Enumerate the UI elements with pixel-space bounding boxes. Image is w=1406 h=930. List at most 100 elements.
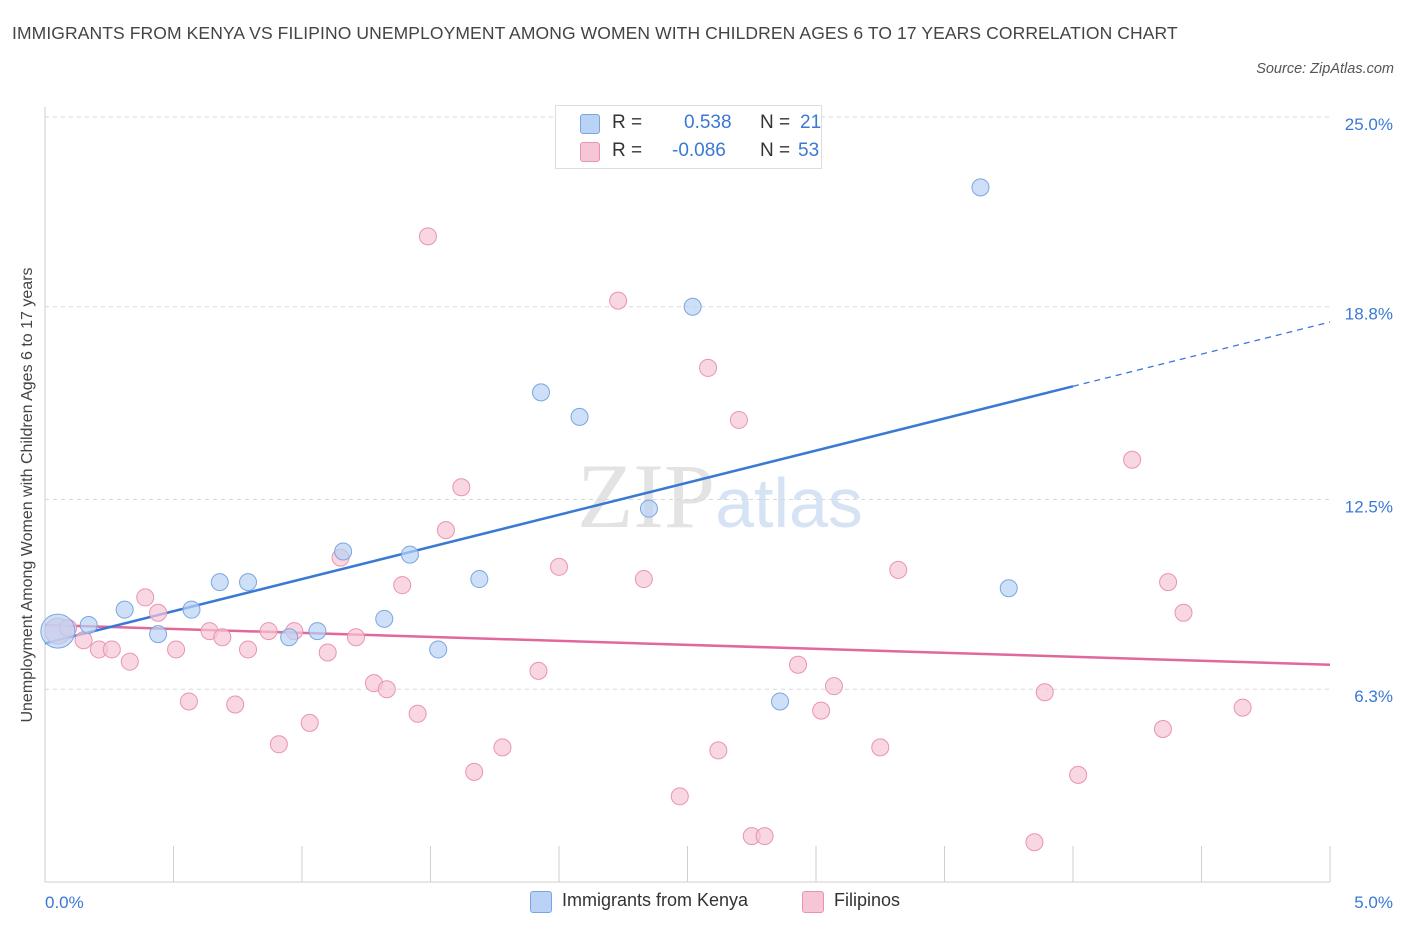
filipino-point: [452, 478, 471, 497]
n-label: N =: [760, 140, 791, 161]
kenya-point: [115, 600, 134, 619]
filipino-point: [226, 695, 245, 714]
filipino-point: [346, 628, 365, 647]
filipino-point: [755, 827, 774, 846]
kenya-point: [683, 297, 702, 316]
kenya-point: [971, 178, 990, 197]
kenya-point: [210, 573, 229, 592]
y-axis-label: Unemployment Among Women with Children A…: [19, 267, 36, 723]
chart-title: IMMIGRANTS FROM KENYA VS FILIPINO UNEMPL…: [12, 23, 1178, 43]
kenya-point: [999, 579, 1018, 598]
kenya-n-value: 21: [800, 112, 822, 133]
kenya-point: [79, 615, 98, 634]
kenya-r-value: 0.538: [684, 112, 732, 133]
kenya-point: [334, 542, 353, 561]
filipino-swatch: [580, 142, 600, 162]
filipino-point: [493, 738, 512, 757]
filipino-point: [699, 358, 718, 377]
filipino-point: [824, 677, 843, 696]
filipino-point: [1035, 683, 1054, 702]
filipino-point: [408, 704, 427, 723]
filipino-point: [377, 680, 396, 699]
filipino-point: [136, 588, 155, 607]
kenya-point: [40, 613, 76, 649]
filipino-point: [1123, 450, 1142, 469]
filipino-point: [300, 713, 319, 732]
filipino-point: [1069, 765, 1088, 784]
kenya-point: [570, 407, 589, 426]
filipino-point: [729, 410, 748, 429]
x-tick-label: 0.0%: [45, 893, 84, 912]
correlation-legend: R = 0.538 N = 21 R = -0.086 N = 53: [555, 105, 822, 169]
filipino-point: [871, 738, 890, 757]
filipino-point: [436, 521, 455, 540]
filipino-n-value: 53: [798, 140, 820, 161]
n-label: N =: [760, 112, 791, 133]
filipino-point: [709, 741, 728, 760]
filipino-point: [120, 652, 139, 671]
kenya-trend-extension: [1072, 321, 1331, 387]
kenya-point: [149, 625, 168, 644]
filipino-point: [167, 640, 186, 659]
y-tick-label: 12.5%: [1345, 498, 1393, 517]
kenya-swatch: [530, 891, 552, 913]
y-tick-label: 6.3%: [1354, 687, 1393, 706]
x-tick-label: 5.0%: [1354, 893, 1393, 912]
filipino-point: [789, 655, 808, 674]
watermark: ZIPatlas: [577, 445, 863, 547]
filipino-point: [634, 570, 653, 589]
filipino-point: [1159, 573, 1178, 592]
source-label: Source: ZipAtlas.com: [1256, 61, 1394, 77]
watermark-atlas: atlas: [715, 464, 863, 542]
kenya-point: [639, 499, 658, 518]
filipino-point: [239, 640, 258, 659]
filipino-point: [609, 291, 628, 310]
filipino-point: [102, 640, 121, 659]
kenya-point: [532, 383, 551, 402]
gridlines: [45, 116, 1330, 690]
watermark-zip: ZIP: [577, 445, 715, 547]
filipino-point: [550, 557, 568, 576]
y-tick-labels: 6.3% 12.5% 18.8% 25.0%: [1345, 115, 1393, 706]
x-tick-labels: 0.0% 5.0%: [45, 893, 1393, 912]
kenya-point: [182, 600, 201, 619]
data-points: [40, 178, 1252, 852]
filipino-point: [465, 762, 484, 781]
filipino-point: [179, 692, 198, 711]
filipino-point: [529, 661, 548, 680]
kenya-point: [280, 628, 299, 647]
filipino-swatch: [802, 891, 824, 913]
trend-lines: [44, 321, 1331, 666]
filipino-trend-line: [44, 623, 1331, 666]
filipino-point: [74, 631, 93, 650]
filipino-point: [259, 622, 278, 641]
kenya-point: [400, 545, 419, 564]
filipino-point: [812, 701, 831, 720]
filipino-point: [269, 735, 288, 754]
filipino-r-value: -0.086: [672, 140, 726, 161]
filipino-point: [670, 787, 689, 806]
kenya-swatch: [580, 114, 600, 134]
filipino-point: [149, 603, 168, 622]
kenya-series-name: Immigrants from Kenya: [562, 890, 749, 910]
r-label: R =: [612, 112, 643, 133]
y-tick-label: 25.0%: [1345, 115, 1393, 134]
kenya-point: [771, 692, 790, 711]
filipino-point: [1025, 833, 1044, 852]
kenya-point: [470, 570, 489, 589]
kenya-point: [308, 622, 327, 641]
kenya-point: [429, 640, 448, 659]
y-tick-label: 18.8%: [1345, 305, 1393, 324]
filipino-point: [213, 628, 232, 647]
r-label: R =: [612, 140, 643, 161]
axes: [44, 107, 1331, 883]
kenya-point: [375, 609, 394, 628]
filipino-point: [318, 643, 337, 662]
filipino-point: [393, 576, 412, 595]
filipino-point: [889, 560, 908, 579]
filipino-point: [418, 227, 437, 246]
filipino-series-name: Filipinos: [834, 890, 901, 910]
kenya-point: [239, 573, 258, 592]
filipino-point: [1153, 720, 1172, 738]
